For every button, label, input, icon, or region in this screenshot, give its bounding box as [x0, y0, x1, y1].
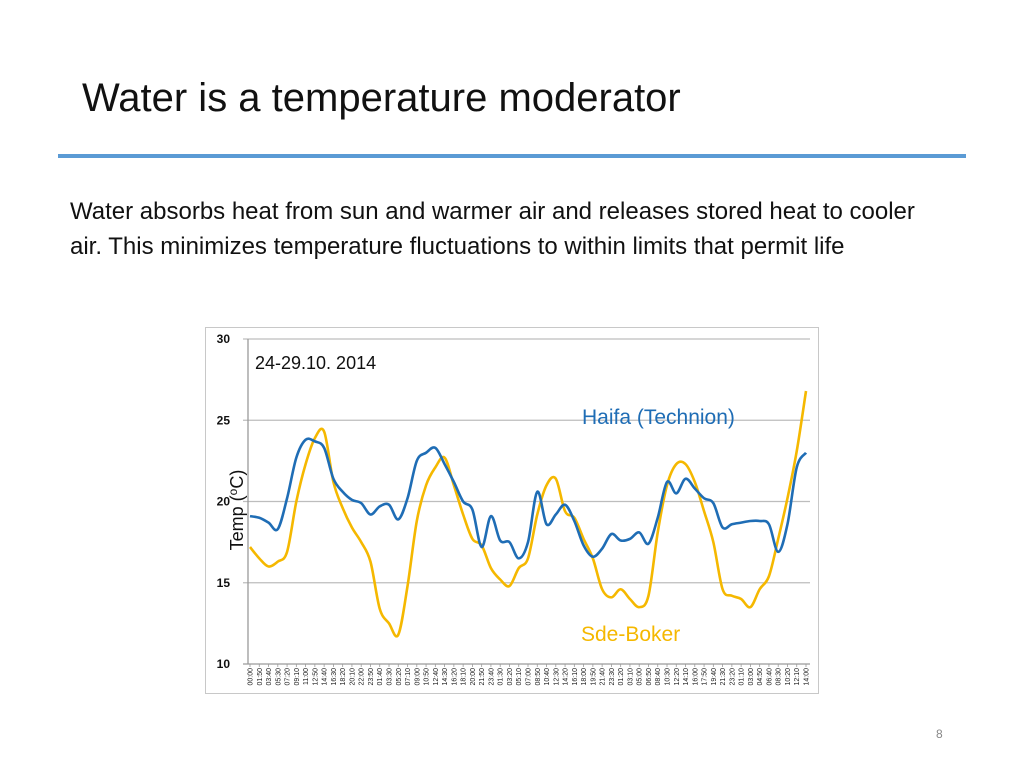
x-tick-label: 12:30 — [553, 668, 560, 686]
x-tick-label: 19:40 — [711, 668, 718, 686]
temperature-chart: 10 15 20 25 30 00:00 01:50 03:40 05:30 07:20 09:1… — [205, 327, 819, 694]
x-tick-label: 21:30 — [720, 668, 727, 686]
x-tick-label: 23:20 — [729, 668, 736, 686]
x-tick-label: 23:50 — [368, 668, 375, 686]
y-tick-label: 10 — [217, 657, 231, 671]
x-tick-label: 06:50 — [646, 668, 653, 686]
x-tick-label: 14:20 — [563, 668, 570, 686]
x-tick-label: 18:10 — [461, 668, 468, 686]
x-tick-label: 17:50 — [702, 668, 709, 686]
y-axis-label-superscript: o — [226, 488, 240, 495]
x-tick-label: 19:50 — [590, 668, 597, 686]
y-tick-label: 20 — [217, 495, 231, 509]
x-tick-label: 20:10 — [349, 668, 356, 686]
x-tick-label: 05:30 — [275, 668, 282, 686]
x-tick-label: 03:00 — [748, 668, 755, 686]
x-tick-label: 01:40 — [377, 668, 384, 686]
x-tick-label: 12:20 — [674, 668, 681, 686]
x-tick-label: 09:10 — [294, 668, 301, 686]
y-axis-label: Temp (oC) — [226, 470, 247, 551]
page-number: 8 — [936, 727, 943, 741]
x-tick-label: 01:20 — [618, 668, 625, 686]
x-tick-label: 01:10 — [739, 668, 746, 686]
x-tick-label: 23:30 — [609, 668, 616, 686]
x-tick-label: 16:00 — [692, 668, 699, 686]
x-tick-label: 22:00 — [359, 668, 366, 686]
x-tick-label: 03:40 — [266, 668, 273, 686]
x-tick-label: 23:40 — [488, 668, 495, 686]
date-range-annotation: 24-29.10. 2014 — [255, 353, 376, 373]
y-axis-label-unit: C) — [227, 470, 247, 489]
series-label-sde-boker: Sde-Boker — [581, 623, 680, 646]
title-divider — [58, 154, 966, 158]
x-tick-label: 14:10 — [683, 668, 690, 686]
x-tick-label: 03:30 — [387, 668, 394, 686]
x-tick-label: 07:00 — [526, 668, 533, 686]
x-tick-label: 04:50 — [757, 668, 764, 686]
x-tick-label: 05:00 — [637, 668, 644, 686]
chart-border — [205, 327, 819, 694]
series-line-sde-boker — [248, 390, 808, 638]
series-label-haifa: Haifa (Technion) — [582, 406, 735, 429]
x-tick-label: 14:40 — [322, 668, 329, 686]
x-tick-label: 21:40 — [600, 668, 607, 686]
x-tick-label: 06:40 — [766, 668, 773, 686]
y-tick-label: 25 — [217, 413, 231, 427]
x-tick-label: 14:00 — [804, 668, 811, 686]
x-tick-label: 21:50 — [479, 668, 486, 686]
x-tick-label: 08:50 — [535, 668, 542, 686]
x-tick-label: 07:20 — [285, 668, 292, 686]
y-tick-label: 30 — [217, 332, 231, 346]
x-tick-label: 05:10 — [516, 668, 523, 686]
x-tick-label: 08:40 — [655, 668, 662, 686]
x-tick-label: 16:20 — [451, 668, 458, 686]
y-tick-label: 15 — [217, 576, 231, 590]
x-tick-label: 16:30 — [331, 668, 338, 686]
x-tick-label: 03:20 — [507, 668, 514, 686]
x-tick-label: 07:10 — [405, 668, 412, 686]
x-tick-label: 18:20 — [340, 668, 347, 686]
x-tick-label: 10:20 — [785, 668, 792, 686]
x-tick-label: 12:10 — [794, 668, 801, 686]
slide-body-text: Water absorbs heat from sun and warmer a… — [70, 198, 915, 260]
x-tick-label: 20:00 — [470, 668, 477, 686]
x-tick-label: 08:30 — [776, 668, 783, 686]
x-tick-label: 09:00 — [414, 668, 421, 686]
x-tick-label: 14:30 — [442, 668, 449, 686]
x-tick-label: 01:30 — [498, 668, 505, 686]
x-tick-label: 01:50 — [257, 668, 264, 686]
x-tick-label: 03:10 — [627, 668, 634, 686]
slide-title: Water is a temperature moderator — [82, 76, 681, 120]
x-tick-label: 00:00 — [248, 668, 255, 686]
y-axis-label-text: Temp ( — [227, 495, 247, 550]
x-tick-label: 10:50 — [424, 668, 431, 686]
x-tick-label: 12:50 — [312, 668, 319, 686]
x-tick-label: 16:10 — [572, 668, 579, 686]
x-tick-label: 10:30 — [665, 668, 672, 686]
x-tick-label: 10:40 — [544, 668, 551, 686]
x-tick-label: 12:40 — [433, 668, 440, 686]
x-tick-label: 18:00 — [581, 668, 588, 686]
x-tick-label: 05:20 — [396, 668, 403, 686]
x-tick-label: 11:00 — [303, 668, 310, 685]
series-line-haifa — [249, 437, 808, 560]
